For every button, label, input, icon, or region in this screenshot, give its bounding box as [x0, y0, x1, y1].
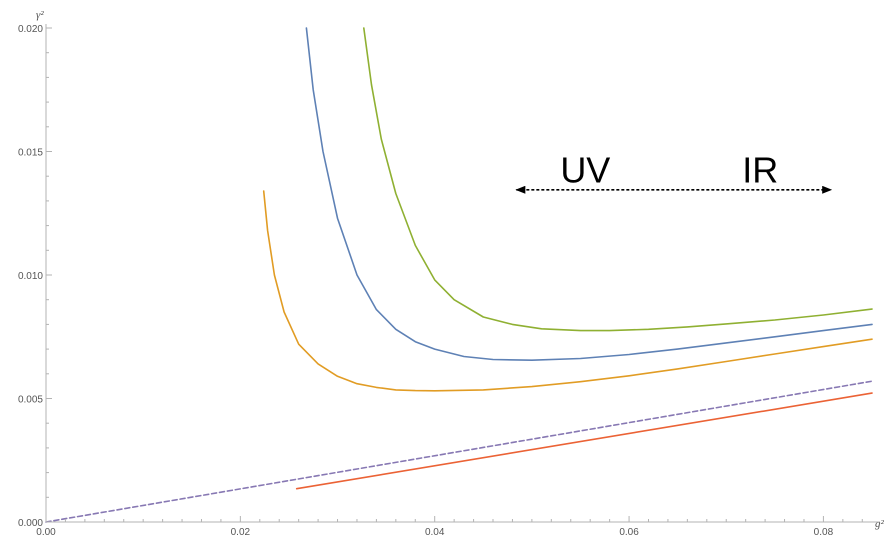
annotation-ir: IR — [742, 150, 778, 191]
x-tick-label: 0.00 — [36, 527, 56, 538]
series-line-2 — [262, 190, 873, 392]
y-tick-label: 0.005 — [18, 395, 43, 406]
series-line-5 — [45, 380, 873, 523]
x-axis-label: g² — [875, 518, 885, 530]
x-tick-label: 0.06 — [619, 527, 639, 538]
y-tick-label: 0.015 — [18, 148, 43, 159]
y-tick-label: 0.020 — [18, 24, 43, 35]
y-axis-label: γ² — [36, 9, 44, 21]
y-tick-label: 0.000 — [18, 518, 43, 529]
y-tick-label: 0.010 — [18, 271, 43, 282]
series-line-1 — [305, 27, 873, 362]
x-tick-label: 0.04 — [425, 527, 445, 538]
series-line-4 — [295, 392, 873, 490]
annotation-layer: UV IR — [515, 150, 833, 194]
x-tick-label: 0.02 — [231, 527, 251, 538]
x-tick-label: 0.08 — [814, 527, 834, 538]
axes-layer: 0.00 0.02 0.04 0.06 0.08 0.000 0.005 0.010 0.015… — [18, 9, 885, 538]
annotation-uv: UV — [560, 150, 610, 191]
series-layer — [45, 27, 873, 523]
series-line-3 — [362, 27, 873, 332]
